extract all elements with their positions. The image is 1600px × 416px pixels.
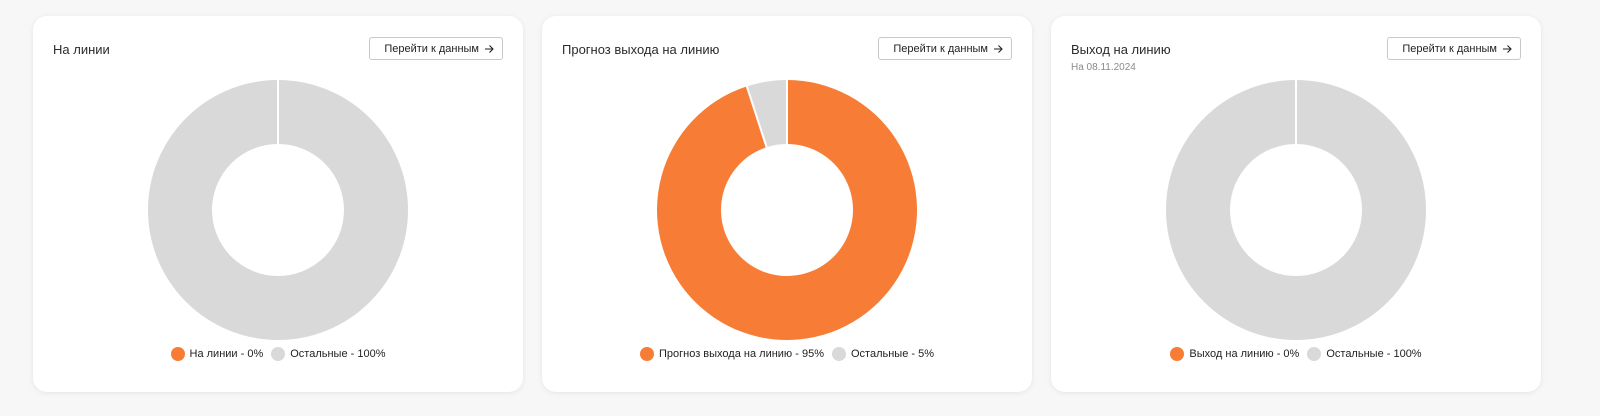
slice-separator	[745, 86, 768, 148]
go-to-data-label: Перейти к данным	[893, 42, 988, 55]
donut-chart	[148, 80, 408, 340]
legend-swatch	[831, 347, 846, 361]
legend-label: Остальные - 100%	[1326, 348, 1422, 360]
donut-chart	[1166, 80, 1426, 340]
donut-slice[interactable]	[657, 80, 917, 340]
donut-slice[interactable]	[746, 80, 787, 148]
chart-legend: Прогноз выхода на линию - 95% Остальные …	[542, 347, 1032, 361]
card-title: Выход на линию	[1071, 42, 1171, 57]
legend-swatch	[271, 347, 286, 361]
card-forecast: Прогноз выхода на линию Перейти к данным…	[542, 16, 1032, 392]
legend-item[interactable]: На линии - 0%	[170, 347, 264, 361]
legend-swatch	[1170, 347, 1185, 361]
card-on-line: На линии Перейти к данным На линии - 0% …	[33, 16, 523, 392]
legend-item[interactable]: Остальные - 100%	[1307, 347, 1422, 361]
arrow-right-icon	[994, 44, 1003, 53]
legend-label: Прогноз выхода на линию - 95%	[658, 348, 824, 360]
go-to-data-label: Перейти к данным	[384, 42, 479, 55]
legend-label: Остальные - 100%	[290, 348, 386, 360]
go-to-data-button[interactable]: Перейти к данным	[878, 37, 1012, 60]
chart-legend: На линии - 0% Остальные - 100%	[33, 347, 523, 361]
legend-item[interactable]: Выход на линию - 0%	[1170, 347, 1299, 361]
legend-swatch	[1307, 347, 1322, 361]
card-title: На линии	[53, 42, 110, 57]
chart-legend: Выход на линию - 0% Остальные - 100%	[1051, 347, 1541, 361]
legend-item[interactable]: Остальные - 5%	[831, 347, 934, 361]
donut-chart	[657, 80, 917, 340]
legend-item[interactable]: Прогноз выхода на линию - 95%	[639, 347, 824, 361]
legend-swatch	[639, 347, 654, 361]
legend-label: Остальные - 5%	[850, 348, 934, 360]
arrow-right-icon	[1503, 44, 1512, 53]
go-to-data-button[interactable]: Перейти к данным	[369, 37, 503, 60]
arrow-right-icon	[485, 44, 494, 53]
legend-item[interactable]: Остальные - 100%	[271, 347, 385, 361]
card-date: На 08.11.2024	[1071, 62, 1136, 73]
go-to-data-button[interactable]: Перейти к данным	[1387, 37, 1521, 60]
legend-label: На линии - 0%	[189, 348, 264, 360]
legend-swatch	[170, 347, 185, 361]
card-going-on-line: Выход на линию На 08.11.2024 Перейти к д…	[1051, 16, 1541, 392]
go-to-data-label: Перейти к данным	[1402, 42, 1497, 55]
legend-label: Выход на линию - 0%	[1189, 348, 1300, 360]
card-title: Прогноз выхода на линию	[562, 42, 720, 57]
